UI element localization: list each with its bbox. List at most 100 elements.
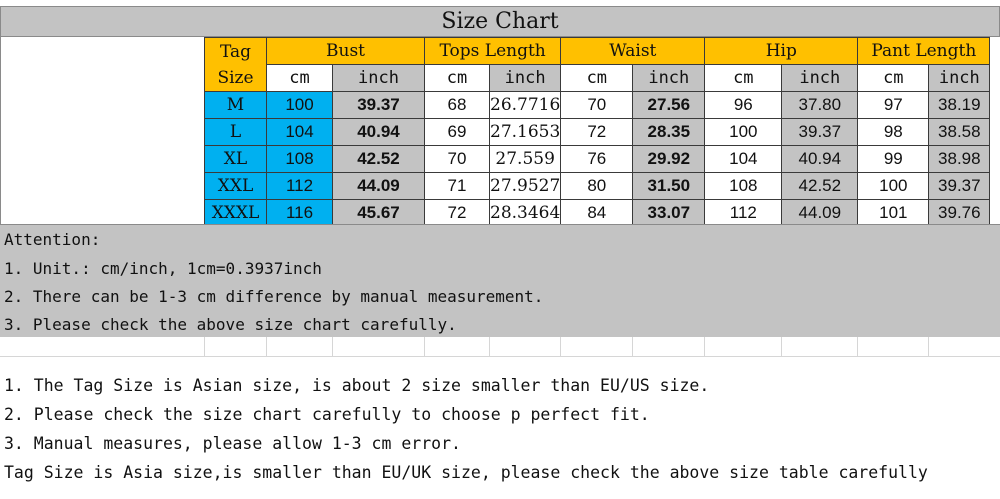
value-cell: 27.56	[632, 91, 706, 119]
unit-header: cm	[857, 64, 930, 92]
tag-size-header: Tag Size	[204, 37, 267, 92]
value-cell: 101	[857, 199, 930, 227]
page-title: Size Chart	[0, 6, 1000, 37]
value-cell: 70	[424, 145, 490, 173]
value-cell: 70	[560, 91, 634, 119]
grid-divider	[632, 337, 633, 356]
table-row: XXXL 116 45.67 72 28.3464 84 33.07 112 4…	[204, 199, 991, 227]
grid-divider	[489, 337, 490, 356]
group-header-bust: Bust	[266, 37, 425, 65]
value-cell: 27.9527	[488, 172, 562, 200]
blank-area	[0, 37, 205, 224]
value-cell: 98	[857, 118, 930, 146]
value-cell: 38.58	[928, 118, 991, 146]
group-header-pant-length: Pant Length	[857, 37, 991, 65]
note-item: Tag Size is Asia size,is smaller than EU…	[4, 463, 928, 482]
grid-divider	[266, 337, 267, 356]
size-chart-table: Tag Size Bust Tops Length Waist Hip Pant…	[204, 37, 991, 227]
value-cell: 40.94	[781, 145, 859, 173]
value-cell: 84	[560, 199, 634, 227]
table-row: L 104 40.94 69 27.1653 72 28.35 100 39.3…	[204, 118, 991, 146]
attention-section: Attention: 1. Unit.: cm/inch, 1cm=0.3937…	[0, 224, 1000, 337]
value-cell: 72	[560, 118, 634, 146]
value-cell: 112	[704, 199, 783, 227]
value-cell: 37.80	[781, 91, 859, 119]
note-item: 3. Manual measures, please allow 1-3 cm …	[4, 434, 461, 453]
value-cell: 45.67	[332, 199, 425, 227]
value-cell: 39.37	[928, 172, 991, 200]
value-cell: 100	[704, 118, 783, 146]
table-row: M 100 39.37 68 26.7716 70 27.56 96 37.80…	[204, 91, 991, 119]
unit-header: inch	[632, 64, 706, 92]
value-cell: 31.50	[632, 172, 706, 200]
unit-header: cm	[704, 64, 783, 92]
value-cell: 116	[266, 199, 333, 227]
value-cell: 44.09	[332, 172, 425, 200]
size-label: Size	[217, 67, 254, 88]
empty-grid-row	[0, 337, 1000, 357]
value-cell: 72	[424, 199, 490, 227]
value-cell: 96	[704, 91, 783, 119]
value-cell: 26.7716	[488, 91, 562, 119]
group-header-tops-length: Tops Length	[423, 37, 562, 65]
header-row-units: cm inch cm inch cm inch cm inch cm inch	[205, 64, 991, 92]
group-header-waist: Waist	[560, 37, 706, 65]
value-cell: 104	[266, 118, 333, 146]
unit-header: cm	[266, 64, 333, 92]
value-cell: 44.09	[781, 199, 859, 227]
group-header-hip: Hip	[704, 37, 859, 65]
table-row: XXL 112 44.09 71 27.9527 80 31.50 108 42…	[204, 172, 991, 200]
value-cell: 104	[704, 145, 783, 173]
attention-item: 2. There can be 1-3 cm difference by man…	[4, 287, 544, 306]
unit-header: inch	[488, 64, 562, 92]
note-item: 1. The Tag Size is Asian size, is about …	[4, 376, 710, 395]
grid-divider	[560, 337, 561, 356]
header-row-groups: Tag Size Bust Tops Length Waist Hip Pant…	[204, 37, 991, 92]
value-cell: 27.1653	[488, 118, 562, 146]
value-cell: 42.52	[781, 172, 859, 200]
size-cell: M	[204, 91, 267, 119]
value-cell: 100	[857, 172, 930, 200]
value-cell: 100	[266, 91, 333, 119]
grid-divider	[928, 337, 929, 356]
value-cell: 28.3464	[488, 199, 562, 227]
unit-header: inch	[928, 64, 991, 92]
value-cell: 108	[704, 172, 783, 200]
attention-heading: Attention:	[4, 230, 101, 249]
value-cell: 38.98	[928, 145, 991, 173]
note-item: 2. Please check the size chart carefully…	[4, 405, 650, 424]
table-row: XL 108 42.52 70 27.559 76 29.92 104 40.9…	[204, 145, 991, 173]
grid-divider	[424, 337, 425, 356]
value-cell: 28.35	[632, 118, 706, 146]
value-cell: 71	[424, 172, 490, 200]
value-cell: 80	[560, 172, 634, 200]
attention-item: 3. Please check the above size chart car…	[4, 315, 457, 334]
value-cell: 108	[266, 145, 333, 173]
value-cell: 40.94	[332, 118, 425, 146]
value-cell: 29.92	[632, 145, 706, 173]
size-cell: XXL	[204, 172, 267, 200]
value-cell: 39.37	[781, 118, 859, 146]
tag-label: Tag	[219, 41, 252, 62]
value-cell: 33.07	[632, 199, 706, 227]
unit-header: cm	[424, 64, 490, 92]
value-cell: 99	[857, 145, 930, 173]
value-cell: 39.37	[332, 91, 425, 119]
grid-divider	[704, 337, 705, 356]
value-cell: 27.559	[488, 145, 562, 173]
unit-header: inch	[332, 64, 425, 92]
attention-item: 1. Unit.: cm/inch, 1cm=0.3937inch	[4, 259, 322, 278]
unit-header: cm	[560, 64, 634, 92]
value-cell: 76	[560, 145, 634, 173]
size-cell: XL	[204, 145, 267, 173]
unit-header: inch	[781, 64, 859, 92]
value-cell: 68	[424, 91, 490, 119]
grid-divider	[781, 337, 782, 356]
grid-divider	[332, 337, 333, 356]
grid-divider	[204, 337, 205, 356]
value-cell: 97	[857, 91, 930, 119]
size-cell: XXXL	[204, 199, 267, 227]
value-cell: 112	[266, 172, 333, 200]
value-cell: 39.76	[928, 199, 991, 227]
value-cell: 38.19	[928, 91, 991, 119]
